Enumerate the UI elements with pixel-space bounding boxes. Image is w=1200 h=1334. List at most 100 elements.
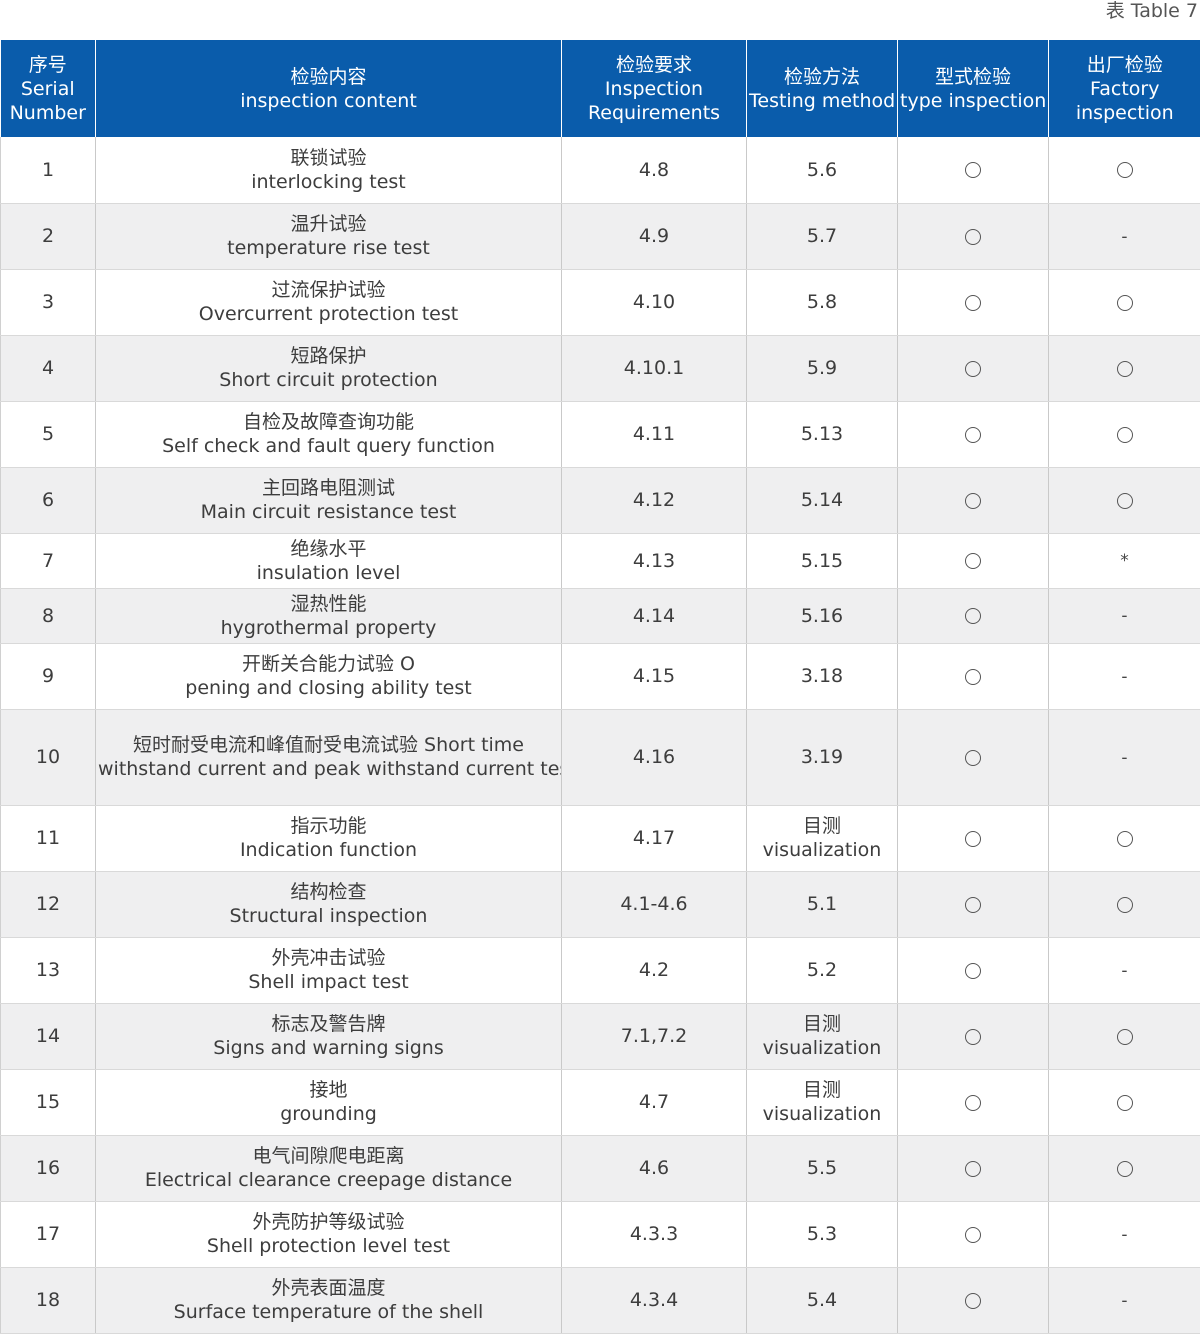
cell-serial-number: 14 bbox=[1, 1003, 96, 1069]
content-line: 联锁试验 bbox=[98, 146, 559, 170]
method-line: 5.16 bbox=[749, 604, 895, 628]
cell-testing-method: 5.4 bbox=[747, 1267, 898, 1333]
cell-serial-number: 6 bbox=[1, 467, 96, 533]
cell-factory-inspection: - bbox=[1049, 203, 1200, 269]
cell-requirements: 4.3.3 bbox=[562, 1201, 747, 1267]
cell-factory-inspection bbox=[1049, 805, 1200, 871]
cell-factory-inspection: - bbox=[1049, 1267, 1200, 1333]
cell-serial-number: 1 bbox=[1, 137, 96, 203]
cell-serial-number: 17 bbox=[1, 1201, 96, 1267]
content-line: 短时耐受电流和峰值耐受电流试验 Short time bbox=[98, 733, 559, 757]
cell-type-inspection bbox=[898, 401, 1049, 467]
header-label-cn: 型式检验 bbox=[900, 65, 1046, 89]
method-line: visualization bbox=[749, 1102, 895, 1126]
cell-serial-number: 13 bbox=[1, 937, 96, 1003]
circle-icon bbox=[965, 1161, 981, 1177]
cell-type-inspection bbox=[898, 137, 1049, 203]
cell-requirements: 4.2 bbox=[562, 937, 747, 1003]
method-line: 3.18 bbox=[749, 664, 895, 688]
content-line: Shell protection level test bbox=[98, 1234, 559, 1258]
cell-factory-inspection: * bbox=[1049, 533, 1200, 588]
cell-serial-number: 2 bbox=[1, 203, 96, 269]
factory-mark: - bbox=[1121, 1225, 1127, 1245]
circle-icon bbox=[1117, 1161, 1133, 1177]
content-line: 温升试验 bbox=[98, 212, 559, 236]
cell-factory-inspection bbox=[1049, 137, 1200, 203]
header-label-en: Serial bbox=[3, 77, 94, 101]
cell-type-inspection bbox=[898, 1267, 1049, 1333]
cell-factory-inspection bbox=[1049, 1003, 1200, 1069]
cell-serial-number: 15 bbox=[1, 1069, 96, 1135]
cell-testing-method: 5.1 bbox=[747, 871, 898, 937]
cell-requirements: 4.15 bbox=[562, 643, 747, 709]
content-line: 指示功能 bbox=[98, 814, 559, 838]
content-line: 标志及警告牌 bbox=[98, 1012, 559, 1036]
circle-icon bbox=[1117, 831, 1133, 847]
content-line: 结构检查 bbox=[98, 880, 559, 904]
header-label-en: type inspection bbox=[900, 89, 1046, 113]
method-line: 5.3 bbox=[749, 1222, 895, 1246]
content-line: Short circuit protection bbox=[98, 368, 559, 392]
circle-icon bbox=[1117, 162, 1133, 178]
method-line: 5.2 bbox=[749, 958, 895, 982]
content-line: Signs and warning signs bbox=[98, 1036, 559, 1060]
circle-icon bbox=[965, 427, 981, 443]
cell-type-inspection bbox=[898, 269, 1049, 335]
factory-mark: - bbox=[1121, 748, 1127, 768]
circle-icon bbox=[965, 963, 981, 979]
circle-icon bbox=[965, 162, 981, 178]
cell-requirements: 4.7 bbox=[562, 1069, 747, 1135]
content-line: Main circuit resistance test bbox=[98, 500, 559, 524]
factory-mark: - bbox=[1121, 667, 1127, 687]
header-label-cn: 检验内容 bbox=[98, 65, 559, 89]
cell-type-inspection bbox=[898, 1003, 1049, 1069]
cell-requirements: 4.12 bbox=[562, 467, 747, 533]
circle-icon bbox=[965, 295, 981, 311]
cell-serial-number: 5 bbox=[1, 401, 96, 467]
circle-icon bbox=[965, 1029, 981, 1045]
cell-factory-inspection: - bbox=[1049, 588, 1200, 643]
circle-icon bbox=[965, 553, 981, 569]
method-line: 5.5 bbox=[749, 1156, 895, 1180]
header-label-en: Factory bbox=[1051, 77, 1199, 101]
header-label-cn: 检验方法 bbox=[749, 65, 895, 89]
table-label: 表 Table 7 bbox=[1106, 0, 1198, 22]
method-line: 5.4 bbox=[749, 1288, 895, 1312]
method-line: visualization bbox=[749, 1036, 895, 1060]
circle-icon bbox=[965, 1095, 981, 1111]
factory-mark: - bbox=[1121, 227, 1127, 247]
cell-type-inspection bbox=[898, 203, 1049, 269]
cell-factory-inspection bbox=[1049, 871, 1200, 937]
circle-icon bbox=[1117, 427, 1133, 443]
cell-testing-method: 3.18 bbox=[747, 643, 898, 709]
cell-type-inspection bbox=[898, 937, 1049, 1003]
cell-serial-number: 3 bbox=[1, 269, 96, 335]
content-line: insulation level bbox=[98, 561, 559, 585]
cell-factory-inspection bbox=[1049, 401, 1200, 467]
cell-requirements: 4.3.4 bbox=[562, 1267, 747, 1333]
content-line: Overcurrent protection test bbox=[98, 302, 559, 326]
method-line: visualization bbox=[749, 838, 895, 862]
cell-testing-method: 5.13 bbox=[747, 401, 898, 467]
